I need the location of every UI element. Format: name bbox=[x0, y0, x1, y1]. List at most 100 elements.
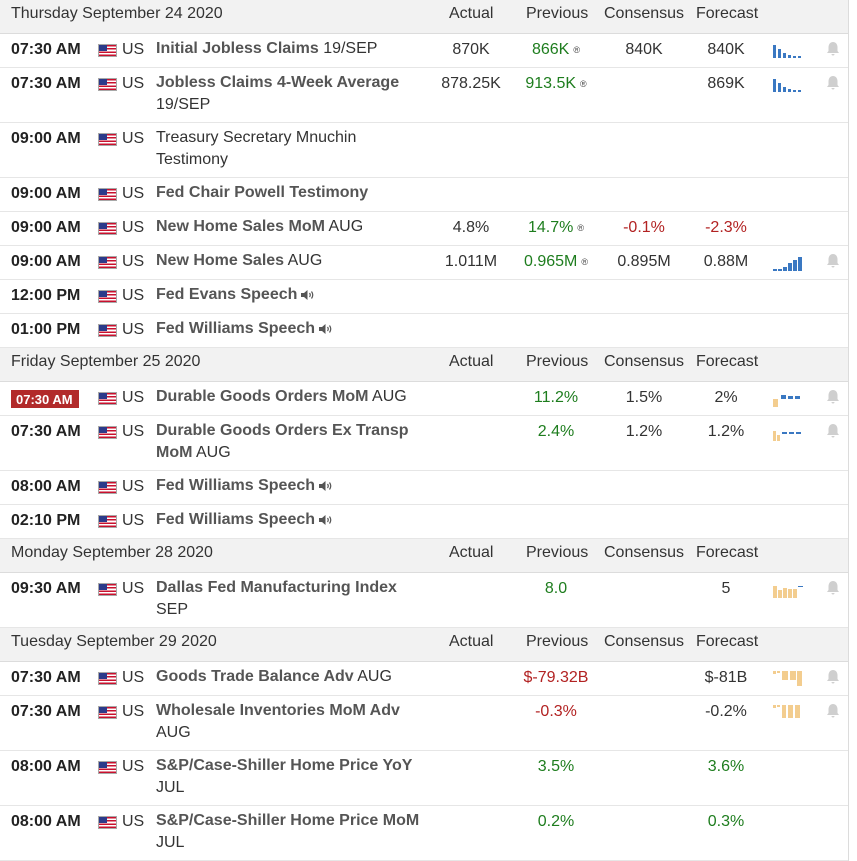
event-row[interactable]: 07:30 AM US Durable Goods Orders Ex Transp… bbox=[0, 416, 848, 471]
event-title[interactable]: New Home Sales MoM AUG bbox=[156, 216, 426, 238]
event-name-link[interactable]: Durable Goods Orders Ex Transp MoM bbox=[156, 422, 409, 461]
event-title[interactable]: New Home Sales AUG bbox=[156, 250, 426, 272]
event-name-link[interactable]: Fed Williams Speech bbox=[156, 511, 316, 528]
event-name-link[interactable]: Jobless Claims 4-Week Average bbox=[156, 74, 400, 91]
event-row[interactable]: 09:00 AM US Fed Chair Powell Testimony bbox=[0, 178, 848, 212]
bell-icon[interactable] bbox=[825, 579, 841, 597]
event-name-link[interactable]: Initial Jobless Claims bbox=[156, 40, 319, 57]
event-title[interactable]: Treasury Secretary Mnuchin Testimony bbox=[156, 127, 426, 171]
consensus-value: -0.1% bbox=[623, 219, 665, 236]
event-title[interactable]: S&P/Case-Shiller Home Price MoM JUL bbox=[156, 810, 426, 854]
us-flag-icon bbox=[98, 78, 117, 91]
event-name-link[interactable]: Durable Goods Orders MoM bbox=[156, 388, 369, 405]
previous-value: 14.7% bbox=[527, 219, 574, 236]
event-row[interactable]: 02:10 PM US Fed Williams Speech bbox=[0, 505, 848, 539]
us-flag-icon bbox=[98, 188, 117, 201]
event-name-link[interactable]: Dallas Fed Manufacturing Index bbox=[156, 579, 397, 596]
event-time: 12:00 PM bbox=[11, 287, 81, 304]
event-title[interactable]: Initial Jobless Claims 19/SEP bbox=[156, 38, 426, 60]
bell-icon[interactable] bbox=[825, 668, 841, 686]
event-title[interactable]: Fed Evans Speech bbox=[156, 284, 426, 306]
day-date: Friday September 25 2020 bbox=[11, 353, 201, 370]
history-chart-bar bbox=[777, 435, 780, 441]
event-row[interactable]: 12:00 PM US Fed Evans Speech bbox=[0, 280, 848, 314]
event-name-link[interactable]: S&P/Case-Shiller Home Price MoM bbox=[156, 812, 420, 829]
event-title[interactable]: Wholesale Inventories MoM Adv AUG bbox=[156, 700, 426, 744]
bell-icon[interactable] bbox=[825, 74, 841, 92]
event-row[interactable]: 07:30 AM US Durable Goods Orders MoM AUG 11… bbox=[0, 382, 848, 416]
history-chart-bar bbox=[778, 590, 782, 598]
history-chart-bar bbox=[798, 257, 802, 271]
event-name-link[interactable]: Fed Williams Speech bbox=[156, 320, 316, 337]
event-row[interactable]: 09:00 AM US Treasury Secretary Mnuchin Tes… bbox=[0, 123, 848, 178]
event-name-link[interactable]: Fed Evans Speech bbox=[156, 286, 298, 303]
history-chart-bar bbox=[778, 83, 781, 92]
history-chart-bar bbox=[793, 56, 796, 58]
consensus-header: Consensus bbox=[604, 353, 685, 370]
history-chart-icon[interactable] bbox=[773, 671, 807, 687]
event-row[interactable]: 09:30 AM US Dallas Fed Manufacturing Index… bbox=[0, 573, 848, 628]
bell-icon[interactable] bbox=[825, 422, 841, 440]
revised-marker-icon[interactable]: ® bbox=[580, 78, 587, 89]
event-name-link[interactable]: Fed Williams Speech bbox=[156, 477, 316, 494]
event-time: 09:00 AM bbox=[11, 253, 81, 270]
event-name-link[interactable]: Fed Chair Powell Testimony bbox=[156, 184, 369, 201]
event-title[interactable]: Fed Williams Speech bbox=[156, 475, 426, 497]
event-row[interactable]: 07:30 AM US Goods Trade Balance Adv AUG $-7… bbox=[0, 662, 848, 696]
bell-icon[interactable] bbox=[825, 252, 841, 270]
us-flag-icon bbox=[98, 324, 117, 337]
day-date: Monday September 28 2020 bbox=[11, 544, 213, 561]
previous-header: Previous bbox=[526, 353, 589, 370]
history-chart-icon[interactable] bbox=[773, 43, 807, 59]
event-name-link[interactable]: Goods Trade Balance Adv bbox=[156, 668, 354, 685]
previous-cell: 866K ® bbox=[511, 41, 601, 59]
event-name-link[interactable]: New Home Sales bbox=[156, 252, 285, 269]
bell-icon[interactable] bbox=[825, 40, 841, 58]
event-title[interactable]: Goods Trade Balance Adv AUG bbox=[156, 666, 426, 688]
history-chart-icon[interactable] bbox=[773, 705, 807, 721]
history-chart-icon[interactable] bbox=[773, 255, 807, 271]
us-flag-icon bbox=[98, 816, 117, 829]
event-title[interactable]: Fed Chair Powell Testimony bbox=[156, 182, 426, 204]
event-name-link[interactable]: S&P/Case-Shiller Home Price YoY bbox=[156, 757, 413, 774]
event-name-link[interactable]: Wholesale Inventories MoM Adv bbox=[156, 702, 400, 719]
actual-header: Actual bbox=[449, 353, 494, 370]
history-chart-icon[interactable] bbox=[773, 391, 807, 407]
event-country: US bbox=[122, 669, 145, 686]
event-row[interactable]: 01:00 PM US Fed Williams Speech bbox=[0, 314, 848, 348]
event-period: AUG bbox=[357, 668, 392, 685]
event-row[interactable]: 09:00 AM US New Home Sales AUG 1.011M 0.965M… bbox=[0, 246, 848, 280]
event-row[interactable]: 07:30 AM US Initial Jobless Claims 19/SEP 8… bbox=[0, 34, 848, 68]
revised-marker-icon[interactable]: ® bbox=[573, 44, 580, 55]
event-row[interactable]: 08:00 AM US S&P/Case-Shiller Home Price Yo… bbox=[0, 751, 848, 806]
event-title[interactable]: Jobless Claims 4-Week Average 19/SEP bbox=[156, 72, 426, 116]
event-title[interactable]: Dallas Fed Manufacturing Index SEP bbox=[156, 577, 426, 621]
event-row[interactable]: 08:00 AM US S&P/Case-Shiller Home Price Mo… bbox=[0, 806, 848, 861]
history-chart-icon[interactable] bbox=[773, 77, 807, 93]
history-chart-icon[interactable] bbox=[773, 582, 807, 598]
bell-icon[interactable] bbox=[825, 388, 841, 406]
consensus-value: 840K bbox=[625, 41, 663, 58]
event-title[interactable]: Durable Goods Orders Ex Transp MoM AUG bbox=[156, 420, 426, 464]
history-chart-bar bbox=[773, 269, 777, 271]
revised-marker-icon[interactable]: ® bbox=[581, 256, 588, 267]
event-row[interactable]: 08:00 AM US Fed Williams Speech bbox=[0, 471, 848, 505]
event-row[interactable]: 09:00 AM US New Home Sales MoM AUG 4.8% 14.7… bbox=[0, 212, 848, 246]
event-title[interactable]: S&P/Case-Shiller Home Price YoY JUL bbox=[156, 755, 426, 799]
previous-value: 866K bbox=[531, 41, 570, 58]
event-name-link[interactable]: New Home Sales MoM bbox=[156, 218, 325, 235]
event-title[interactable]: Fed Williams Speech bbox=[156, 509, 426, 531]
event-row[interactable]: 07:30 AM US Wholesale Inventories MoM Adv … bbox=[0, 696, 848, 751]
history-chart-bar bbox=[793, 260, 797, 271]
event-title[interactable]: Durable Goods Orders MoM AUG bbox=[156, 386, 426, 408]
history-chart-bar bbox=[798, 586, 803, 587]
event-title[interactable]: Fed Williams Speech bbox=[156, 318, 426, 340]
flag-canton bbox=[99, 45, 107, 51]
event-country: US bbox=[122, 287, 145, 304]
revised-marker-icon[interactable]: ® bbox=[577, 222, 584, 233]
event-row[interactable]: 07:30 AM US Jobless Claims 4-Week Average … bbox=[0, 68, 848, 123]
actual-header: Actual bbox=[449, 544, 494, 561]
bell-icon[interactable] bbox=[825, 702, 841, 720]
history-chart-icon[interactable] bbox=[773, 425, 807, 441]
history-chart-bar bbox=[782, 671, 788, 680]
